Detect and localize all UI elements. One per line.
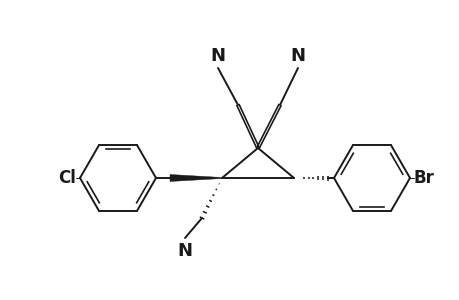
Text: Cl: Cl — [58, 169, 76, 187]
Text: N: N — [210, 47, 225, 65]
Text: N: N — [177, 242, 192, 260]
Text: N: N — [290, 47, 305, 65]
Polygon shape — [170, 175, 222, 182]
Text: Br: Br — [413, 169, 434, 187]
